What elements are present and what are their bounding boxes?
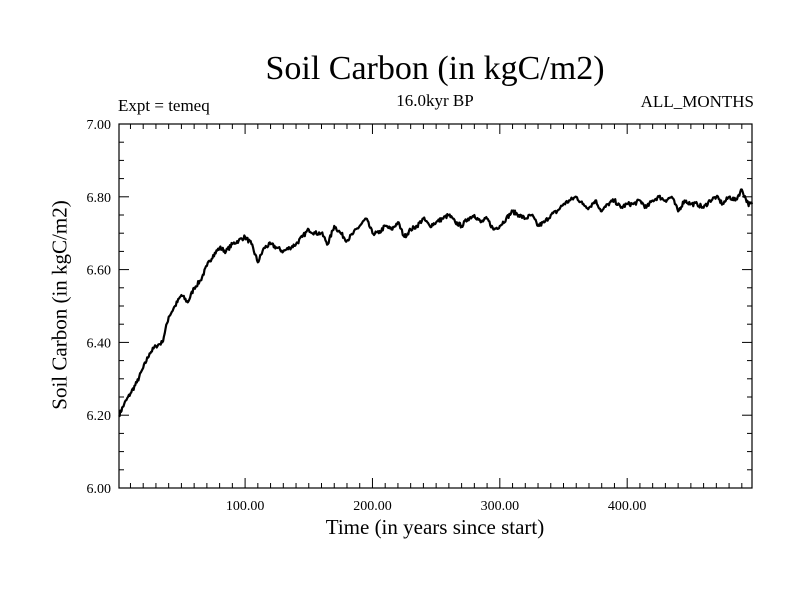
x-tick-label: 300.00 <box>481 499 520 514</box>
months-annotation: ALL_MONTHS <box>640 92 754 111</box>
y-tick-label: 6.00 <box>87 482 112 497</box>
experiment-annotation: Expt = temeq <box>118 96 210 115</box>
chart-subtitle: 16.0kyr BP <box>396 91 474 110</box>
plot-frame <box>118 123 753 489</box>
chart-title: Soil Carbon (in kgC/m2) <box>265 50 605 87</box>
axis-ticks <box>119 124 752 488</box>
y-tick-label: 6.80 <box>87 191 112 206</box>
x-tick-label: 200.00 <box>353 499 392 514</box>
series-layer <box>118 188 754 418</box>
y-tick-label: 7.00 <box>87 118 112 133</box>
y-tick-label: 6.40 <box>87 336 112 351</box>
x-tick-label: 400.00 <box>608 499 647 514</box>
series-line <box>118 188 754 418</box>
x-tick-label: 100.00 <box>226 499 265 514</box>
tick-labels: 100.00 200.00 300.00 400.00 6.00 6.20 6.40 6.60… <box>87 118 647 514</box>
x-axis-label: Time (in years since start) <box>325 515 545 539</box>
y-tick-label: 6.60 <box>87 264 112 279</box>
y-tick-label: 6.20 <box>87 409 112 424</box>
